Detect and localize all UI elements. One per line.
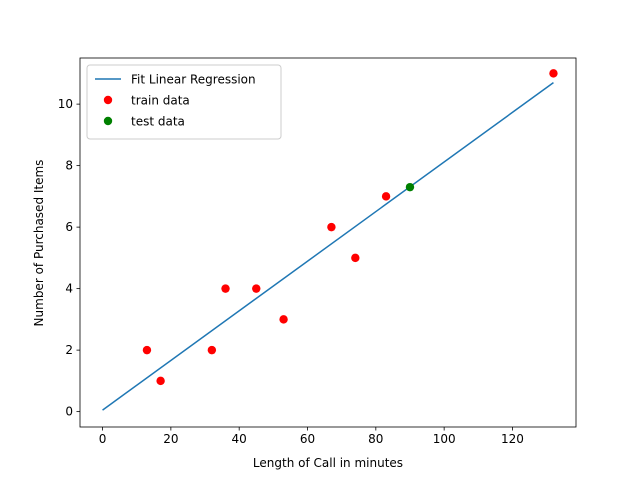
plot-area [102, 69, 558, 411]
x-tick-label: 60 [300, 432, 315, 446]
y-tick-label: 8 [65, 159, 73, 173]
legend-entry-label: test data [131, 115, 185, 129]
train-data-point-7 [351, 253, 360, 263]
y-axis-label: Number of Purchased Items [32, 160, 46, 327]
train-data-point-5 [279, 315, 288, 324]
legend-box [86, 64, 282, 140]
x-tick-label: 80 [368, 432, 383, 446]
x-tick-label: 100 [433, 432, 456, 446]
legend-entry-label: train data [131, 94, 190, 108]
train-data-point-6 [327, 222, 336, 232]
train-data-point-9 [549, 69, 558, 78]
train-data-point-8 [381, 192, 391, 201]
x-tick-label: 120 [501, 432, 524, 446]
axes: 0 20 40 60 80 100 120 0 2 4 6 8 10 [58, 57, 577, 446]
train-data-point-1 [156, 376, 165, 386]
y-tick-label: 0 [65, 405, 73, 419]
y-tick-label: 4 [65, 282, 73, 296]
legend-entry-label: Fit Linear Regression [131, 73, 256, 87]
train-data-point-2 [207, 345, 217, 355]
legend-dot-marker [103, 116, 113, 126]
x-axis-label: Length of Call in minutes [253, 456, 403, 470]
regression-line [102, 81, 554, 411]
axes-frame [79, 57, 577, 428]
train-data-point-3 [221, 284, 230, 293]
x-tick-label: 0 [99, 432, 107, 446]
x-tick-label: 40 [232, 432, 247, 446]
train-data-point-0 [142, 345, 152, 355]
y-tick-label: 2 [65, 343, 73, 357]
train-data-point-4 [252, 284, 261, 293]
test-data-point-0 [405, 182, 415, 192]
y-tick-label: 6 [65, 220, 73, 234]
y-tick-label: 10 [58, 97, 73, 111]
x-tick-label: 20 [163, 432, 178, 446]
legend-dot-marker [103, 95, 113, 105]
legend: Fit Linear Regression train data test data [86, 64, 282, 140]
